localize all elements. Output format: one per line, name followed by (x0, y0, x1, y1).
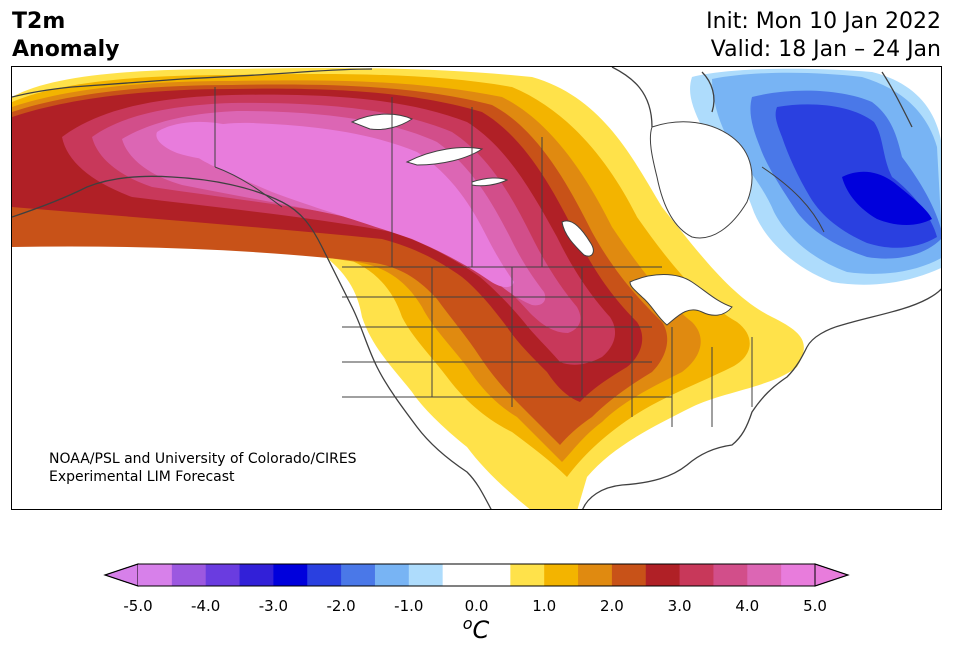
anomaly-map (11, 66, 942, 510)
great-lakes (629, 274, 733, 326)
title-line-2: Anomaly (12, 37, 120, 62)
colorbar-extend-high (814, 563, 850, 587)
colorbar-cell (205, 564, 241, 586)
map-canvas (12, 67, 941, 509)
colorbar-extend-low (103, 563, 139, 587)
colorbar-tick-label: -3.0 (258, 597, 289, 615)
colorbar-tick-label: -1.0 (394, 597, 424, 615)
colorbar-cell (374, 564, 410, 586)
gulf-of-mexico (582, 445, 732, 509)
anomaly-band-deepblue (842, 171, 932, 225)
credit-line-1: NOAA/PSL and University of Colorado/CIRE… (49, 451, 357, 467)
colorbar-tick-label: 5.0 (803, 597, 827, 615)
colorbar-cell (781, 564, 816, 586)
colorbar-unit: oC (463, 614, 490, 644)
lake-athabasca (471, 177, 509, 187)
colorbar-cell (544, 564, 579, 586)
great-slave-lake (405, 147, 484, 166)
colorbar-tick-label: 0.0 (464, 597, 489, 615)
colorbar-tick-label: 1.0 (532, 597, 557, 615)
colorbar-cell (341, 564, 376, 586)
political-boundaries (214, 87, 825, 427)
colorbar-cells (103, 563, 850, 587)
colorbar-tick-label: -5.0 (123, 597, 153, 615)
lake-winnipeg (561, 220, 594, 257)
colorbar-cell (138, 564, 173, 586)
colorbar-tick-label: -4.0 (191, 597, 221, 615)
colorbar-cell (578, 564, 613, 586)
colorbar-tick-label: 4.0 (735, 597, 760, 615)
map-title: T2m Anomaly (12, 8, 119, 64)
valid-date-label: Valid: 18 Jan – 24 Jan (710, 37, 941, 62)
colorbar-cell (679, 564, 714, 586)
colorbar-cell (273, 564, 308, 586)
colorbar-cell (645, 564, 681, 586)
unit-degree: o (462, 614, 473, 633)
great-bear-lake (350, 113, 414, 130)
credit-line-2: Experimental LIM Forecast (49, 469, 235, 485)
colorbar-tick-label: -2.0 (326, 597, 356, 615)
colorbar-cell (747, 564, 782, 586)
colorbar-tick-label: 2.0 (599, 597, 624, 615)
colorbar-cell (713, 564, 748, 586)
anomaly-band-magenta-core (156, 121, 256, 161)
colorbar-outline (103, 563, 850, 587)
forecast-dates: Init: Mon 10 Jan 2022 Valid: 18 Jan – 24… (706, 8, 941, 64)
colorbar-cell (171, 564, 207, 586)
colorbar-cell (476, 564, 511, 586)
colorbar-cell (307, 564, 342, 586)
colorbar-cell (442, 564, 477, 586)
unit-celsius: C (472, 616, 490, 644)
init-date-label: Init: Mon 10 Jan 2022 (706, 9, 941, 34)
data-credit: NOAA/PSL and University of Colorado/CIRE… (49, 450, 357, 486)
hudson-bay (649, 121, 753, 239)
title-line-1: T2m (12, 9, 66, 34)
colorbar-cell (239, 564, 274, 586)
colorbar-cell (611, 564, 647, 586)
colorbar-tick-label: 3.0 (667, 597, 692, 615)
coastlines (12, 67, 941, 509)
colorbar-cell (510, 564, 545, 586)
colorbar-cell (408, 564, 444, 586)
